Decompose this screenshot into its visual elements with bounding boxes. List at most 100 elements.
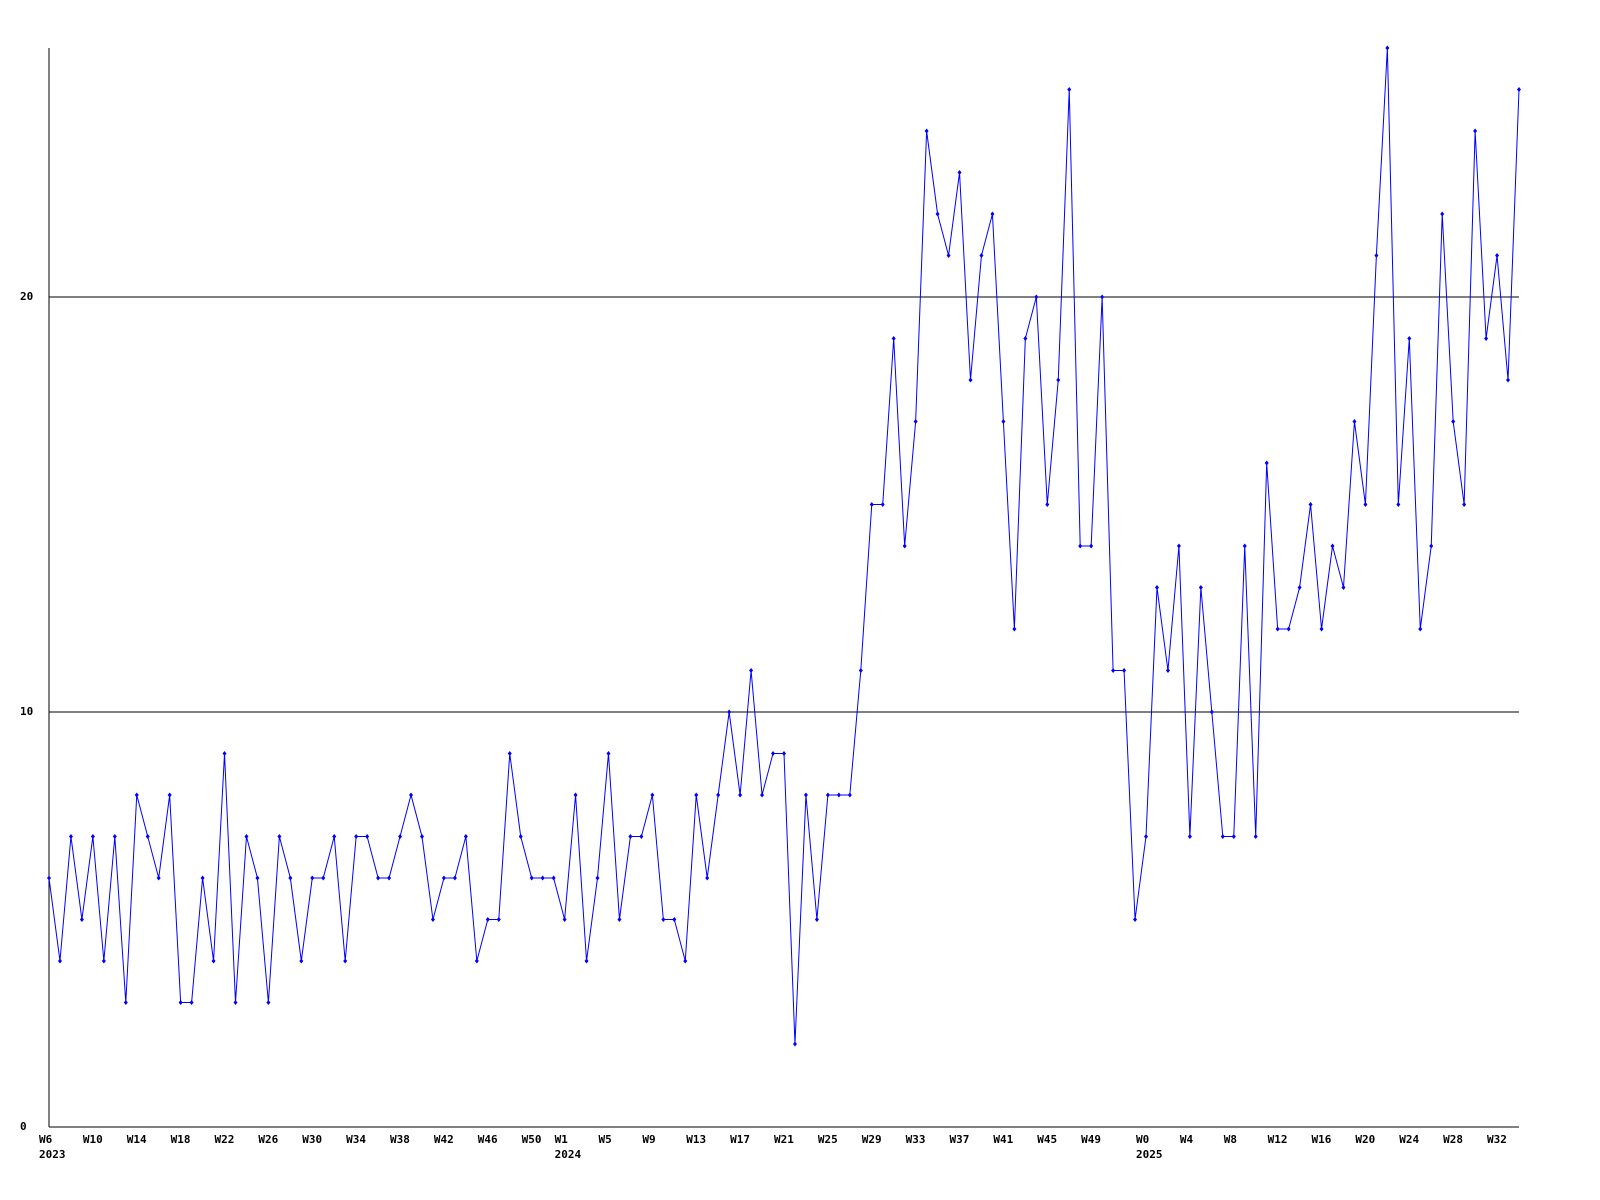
point (1374, 253, 1379, 258)
point (869, 502, 874, 507)
point (398, 834, 403, 839)
point (1506, 377, 1511, 383)
x-tick-label: W17 (730, 1133, 750, 1146)
point (814, 917, 819, 922)
point (968, 377, 973, 383)
point (880, 502, 885, 507)
x-tick-label: W8 (1224, 1133, 1237, 1146)
point (935, 211, 940, 217)
point (409, 792, 414, 798)
point (1023, 336, 1028, 341)
point (332, 834, 337, 839)
point (694, 792, 699, 798)
point (1341, 585, 1346, 590)
point (123, 1000, 128, 1005)
point (1089, 543, 1094, 549)
x-tick-label: W6 (39, 1133, 53, 1146)
x-tick-label: W21 (774, 1133, 794, 1146)
point (1484, 336, 1489, 341)
point (1352, 419, 1357, 424)
point (957, 170, 962, 175)
point (803, 792, 808, 798)
point (1407, 336, 1412, 341)
point (891, 336, 896, 341)
point (639, 834, 644, 839)
x-tick-label: W38 (390, 1133, 410, 1146)
point (211, 958, 216, 964)
point (310, 875, 315, 881)
point (1429, 543, 1434, 549)
point (1100, 294, 1105, 300)
point (617, 917, 622, 922)
point (419, 834, 424, 839)
point (1440, 211, 1445, 217)
point (760, 792, 765, 798)
x-tick-label: W22 (215, 1133, 235, 1146)
x-tick-label: W29 (862, 1133, 882, 1146)
x-tick-label: W30 (302, 1133, 322, 1146)
point (913, 419, 918, 424)
x-tick-label: W1 (555, 1133, 569, 1146)
point (1363, 502, 1368, 507)
point (376, 875, 381, 881)
point (946, 253, 951, 258)
x-tick-label: W28 (1443, 1133, 1463, 1146)
point (716, 792, 721, 798)
point (782, 751, 786, 756)
point (1517, 87, 1521, 92)
point (452, 875, 457, 881)
point (1187, 834, 1192, 839)
point (288, 875, 293, 881)
x-tick-label: W45 (1037, 1133, 1057, 1146)
point (595, 875, 600, 881)
point (145, 834, 150, 839)
point (573, 792, 578, 798)
point (518, 834, 523, 839)
point (1473, 128, 1478, 134)
point (167, 792, 172, 798)
point (683, 958, 688, 964)
x-tick-label: W0 (1136, 1133, 1149, 1146)
point (1176, 543, 1181, 549)
x-tick-label: W14 (127, 1133, 147, 1146)
point (836, 792, 841, 798)
x-tick-label: W12 (1268, 1133, 1288, 1146)
x-tick-label: W41 (993, 1133, 1013, 1146)
point (792, 1041, 797, 1047)
point (222, 751, 227, 756)
point (57, 958, 62, 964)
point (1122, 668, 1127, 673)
point (1165, 668, 1170, 673)
point (1001, 419, 1006, 424)
x-tick-label: W46 (478, 1133, 498, 1146)
point (551, 875, 556, 881)
point (79, 917, 84, 922)
point (299, 958, 304, 964)
x-tick-label: W13 (686, 1133, 706, 1146)
x-tick-label: W24 (1399, 1133, 1419, 1146)
point (628, 834, 633, 839)
x-tick-label: W18 (171, 1133, 191, 1146)
x-tick-label: W25 (818, 1133, 838, 1146)
point (771, 751, 776, 756)
point (1220, 834, 1225, 839)
x-tick-label: W9 (642, 1133, 655, 1146)
point (1396, 502, 1401, 507)
point (430, 917, 435, 922)
point (1056, 377, 1061, 383)
point (1198, 585, 1203, 590)
point (1451, 419, 1456, 424)
point (1330, 543, 1335, 549)
point (749, 668, 754, 673)
x-tick-label: W5 (598, 1133, 611, 1146)
point (738, 792, 743, 798)
point (562, 917, 567, 922)
point (650, 792, 655, 798)
point (1495, 253, 1500, 258)
x-tick-label: W26 (258, 1133, 278, 1146)
point (321, 875, 326, 881)
line (48, 47, 1520, 1045)
point (1319, 626, 1324, 632)
point (847, 792, 852, 798)
